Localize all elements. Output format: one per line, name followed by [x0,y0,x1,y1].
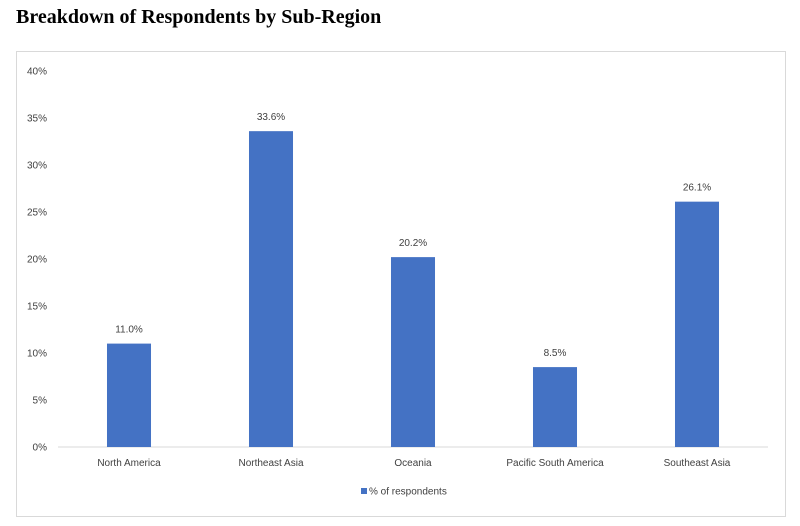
x-category-label: Oceania [394,458,432,469]
y-tick-label: 0% [33,443,48,454]
bar [674,201,720,447]
bar [532,367,578,447]
y-tick-label: 40% [27,67,47,78]
data-label: 26.1% [683,183,711,194]
y-tick-label: 15% [27,302,47,313]
bar [248,131,294,447]
y-tick-label: 35% [27,114,47,125]
data-label: 33.6% [257,112,285,123]
data-labels: 11.0% 33.6% 20.2% 8.5% 26.1% [115,112,711,359]
x-category-label: Northeast Asia [238,458,303,469]
data-label: 11.0% [115,325,143,336]
y-tick-label: 25% [27,208,47,219]
y-tick-label: 10% [27,349,47,360]
bar [390,257,436,447]
page-title: Breakdown of Respondents by Sub-Region [16,6,382,28]
y-tick-label: 20% [27,255,47,266]
legend-label: % of respondents [369,487,447,498]
x-axis-category-labels: North America Northeast Asia Oceania Pacifi… [97,458,730,469]
legend-swatch [361,488,367,494]
x-category-label: North America [97,458,161,469]
data-label: 20.2% [399,238,427,249]
bars [106,131,720,447]
bar [106,343,152,447]
x-category-label: Southeast Asia [664,458,731,469]
legend: % of respondents [361,487,447,498]
x-category-label: Pacific South America [506,458,604,469]
y-tick-label: 5% [33,396,48,407]
y-tick-label: 30% [27,161,47,172]
data-label: 8.5% [544,348,567,359]
y-axis-tick-labels: 0% 5% 10% 15% 20% 25% 30% 35% 40% [27,67,47,454]
